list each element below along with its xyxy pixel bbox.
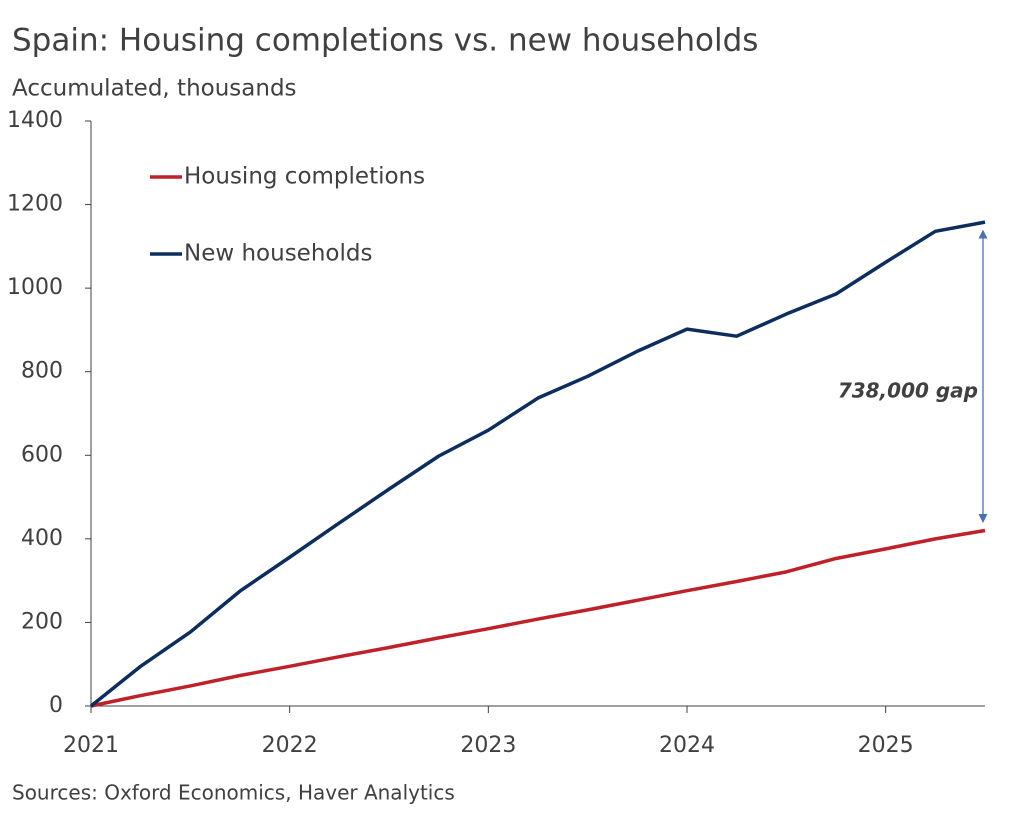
y-tick-label: 1000 xyxy=(7,275,63,300)
y-tick-label: 1400 xyxy=(7,108,63,133)
y-tick-label: 200 xyxy=(21,609,63,634)
series-line xyxy=(89,220,986,708)
series-line xyxy=(90,528,986,708)
y-tick-label: 800 xyxy=(21,359,63,384)
x-tick-label: 2024 xyxy=(659,733,715,758)
x-tick-label: 2023 xyxy=(460,733,516,758)
annotation: 738,000 gap xyxy=(838,379,978,403)
legend-label: Housing completions xyxy=(184,164,425,190)
source-note: Sources: Oxford Economics, Haver Analyti… xyxy=(12,781,455,805)
chart-subtitle: Accumulated, thousands xyxy=(12,76,297,102)
x-tick-label: 2021 xyxy=(63,733,119,758)
legend-label: New households xyxy=(184,241,372,267)
chart-title: Spain: Housing completions vs. new house… xyxy=(12,23,758,59)
x-tick-label: 2022 xyxy=(262,733,318,758)
y-tick-label: 400 xyxy=(21,526,63,551)
y-tick-label: 600 xyxy=(21,442,63,467)
x-tick-label: 2025 xyxy=(858,733,914,758)
y-tick-label: 0 xyxy=(49,693,63,718)
y-tick-label: 1200 xyxy=(7,192,63,217)
